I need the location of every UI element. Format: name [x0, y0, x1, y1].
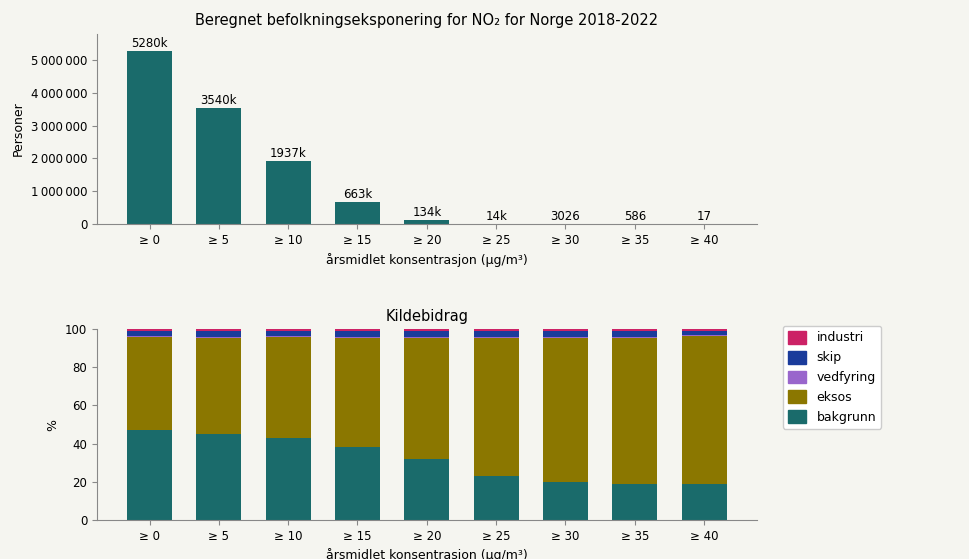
Bar: [127, 336, 172, 337]
Bar: [127, 329, 172, 331]
Title: Beregnet befolkningseksponering for NO₂ for Norge 2018-2022: Beregnet befolkningseksponering for NO₂ …: [195, 13, 658, 28]
Bar: [127, 331, 172, 336]
Bar: [266, 438, 310, 520]
Bar: [334, 202, 380, 224]
Bar: [681, 484, 726, 520]
Text: 663k: 663k: [342, 188, 372, 201]
Bar: [127, 430, 172, 520]
Bar: [266, 329, 310, 331]
Bar: [543, 482, 587, 520]
Bar: [404, 338, 449, 459]
Bar: [334, 338, 380, 447]
Bar: [334, 329, 380, 331]
Text: 17: 17: [696, 210, 711, 223]
Text: 3540k: 3540k: [201, 94, 236, 107]
Bar: [266, 337, 310, 438]
Y-axis label: %: %: [47, 419, 59, 430]
Bar: [266, 336, 310, 337]
Bar: [473, 338, 518, 476]
Bar: [543, 338, 587, 482]
Bar: [681, 335, 726, 336]
Text: 1937k: 1937k: [269, 146, 306, 159]
Text: 14k: 14k: [484, 210, 507, 223]
X-axis label: årsmidlet konsentrasjon (µg/m³): årsmidlet konsentrasjon (µg/m³): [326, 253, 527, 267]
Text: 3026: 3026: [550, 210, 579, 223]
Bar: [404, 459, 449, 520]
Text: 5280k: 5280k: [131, 37, 168, 50]
Bar: [196, 338, 241, 434]
Legend: industri, skip, vedfyring, eksos, bakgrunn: industri, skip, vedfyring, eksos, bakgru…: [782, 326, 880, 429]
Bar: [404, 220, 449, 224]
X-axis label: årsmidlet konsentrasjon (µg/m³): årsmidlet konsentrasjon (µg/m³): [326, 548, 527, 559]
Bar: [681, 336, 726, 484]
Bar: [611, 329, 657, 331]
Bar: [404, 329, 449, 331]
Bar: [334, 447, 380, 520]
Text: 134k: 134k: [412, 206, 441, 219]
Bar: [473, 337, 518, 338]
Bar: [543, 337, 587, 338]
Bar: [543, 329, 587, 331]
Bar: [473, 329, 518, 331]
Bar: [611, 338, 657, 484]
Bar: [611, 337, 657, 338]
Bar: [611, 484, 657, 520]
Bar: [473, 331, 518, 337]
Bar: [196, 108, 241, 224]
Bar: [543, 331, 587, 337]
Bar: [473, 476, 518, 520]
Bar: [127, 337, 172, 430]
Bar: [681, 331, 726, 335]
Bar: [196, 434, 241, 520]
Bar: [127, 51, 172, 224]
Bar: [196, 329, 241, 331]
Bar: [196, 337, 241, 338]
Bar: [611, 331, 657, 337]
Bar: [334, 331, 380, 337]
Bar: [404, 331, 449, 337]
Title: Kildebidrag: Kildebidrag: [385, 309, 468, 324]
Bar: [196, 331, 241, 337]
Bar: [334, 337, 380, 338]
Text: 586: 586: [623, 210, 645, 223]
Y-axis label: Personer: Personer: [13, 102, 25, 157]
Bar: [266, 160, 310, 224]
Bar: [681, 329, 726, 331]
Bar: [404, 337, 449, 338]
Bar: [266, 331, 310, 336]
